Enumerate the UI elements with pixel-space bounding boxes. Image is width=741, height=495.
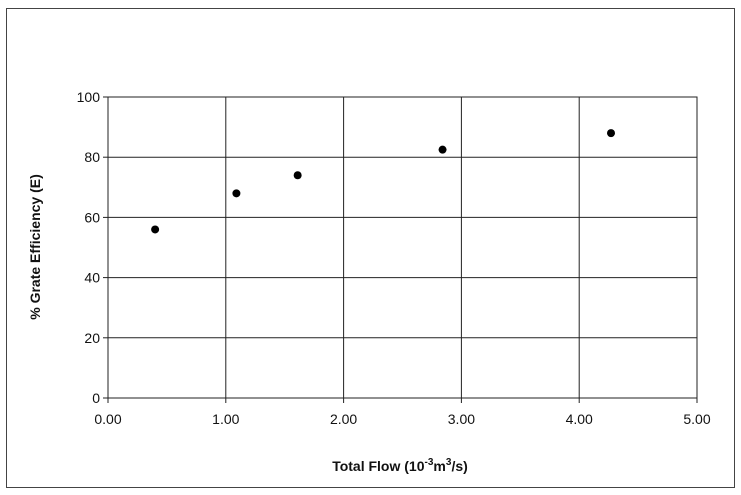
grid-lines [107, 96, 698, 399]
data-point [293, 171, 302, 180]
y-tick-label: 60 [84, 209, 100, 225]
x-tick-label: 4.00 [566, 411, 593, 427]
x-axis-title-end: /s) [451, 458, 467, 474]
y-tick-label: 80 [84, 149, 100, 165]
x-tick-label: 2.00 [330, 411, 357, 427]
y-tick-label: 0 [92, 390, 100, 406]
x-tick-label: 5.00 [683, 411, 710, 427]
x-tick-label: 3.00 [448, 411, 475, 427]
x-axis-title-main: Total Flow (10 [332, 458, 425, 474]
y-axis-title: % Grate Efficiency (E) [27, 174, 43, 320]
data-point [607, 129, 616, 138]
y-tick-label: 40 [84, 270, 100, 286]
chart-frame [6, 8, 735, 488]
y-axis-ticks: 0 20 40 60 80 100 [77, 89, 108, 406]
data-points [151, 129, 616, 234]
x-axis-title: Total Flow (10-3m3/s) [332, 457, 468, 474]
x-axis-title-mid: m [433, 458, 445, 474]
x-tick-label: 0.00 [94, 411, 121, 427]
data-point [232, 189, 241, 198]
x-axis-title-exponent-1: -3 [425, 457, 434, 468]
x-axis-title-exponent-2: 3 [446, 457, 452, 468]
y-tick-label: 20 [84, 330, 100, 346]
y-tick-label: 100 [77, 89, 101, 105]
data-point [151, 225, 160, 234]
data-point [438, 145, 447, 154]
x-axis-ticks: 0.00 1.00 2.00 3.00 4.00 5.00 [94, 398, 711, 427]
plot-area-border [107, 96, 698, 399]
x-tick-label: 1.00 [212, 411, 239, 427]
